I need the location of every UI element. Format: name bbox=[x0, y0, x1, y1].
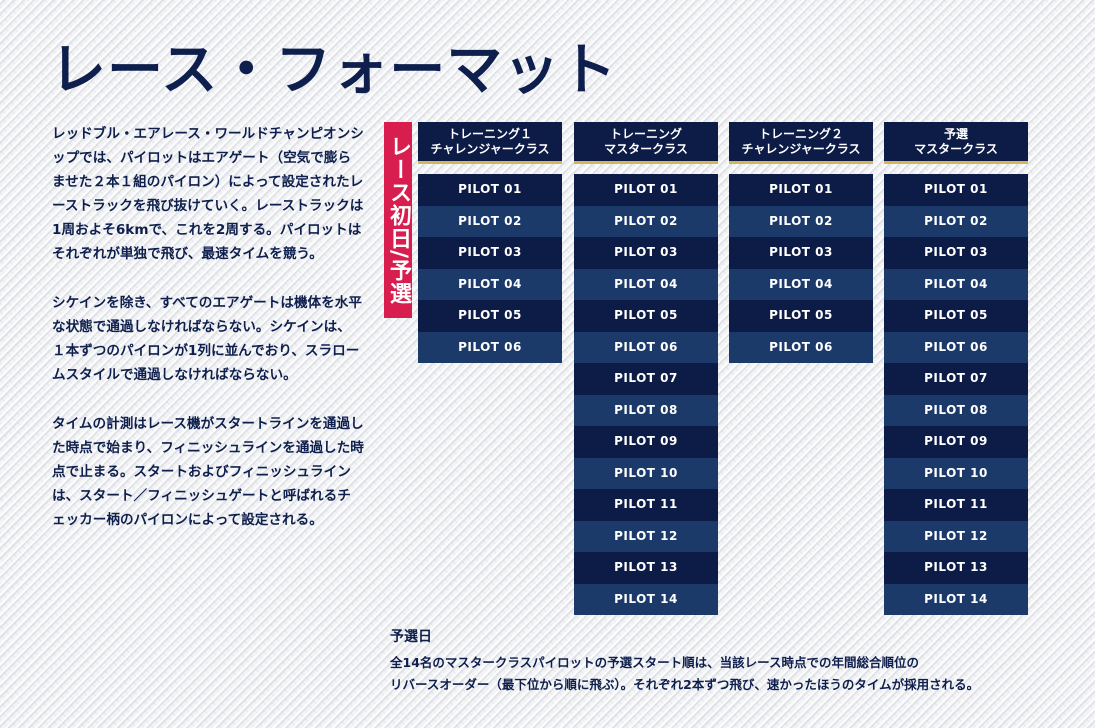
pilot-row: PILOT 06 bbox=[884, 331, 1028, 363]
pilot-row: PILOT 12 bbox=[884, 520, 1028, 552]
paragraph-intro: レッドブル・エアレース・ワールドチャンピオンシップでは、パイロットはエアゲート（… bbox=[52, 126, 364, 262]
qualifying-note-line: 全14名のマスタークラスパイロットの予選スタート順は、当該レース時点での年間総合… bbox=[390, 655, 920, 670]
pilot-row: PILOT 06 bbox=[574, 331, 718, 363]
pilot-row: PILOT 14 bbox=[884, 583, 1028, 615]
pilot-row: PILOT 02 bbox=[729, 205, 873, 237]
pilot-row: PILOT 03 bbox=[574, 237, 718, 269]
pilot-list: PILOT 01 PILOT 02 PILOT 03 PILOT 04 PILOT 05… bbox=[884, 174, 1028, 615]
heat-title-line: チャレンジャークラス bbox=[741, 141, 861, 156]
heat-header: トレーニング１ チャレンジャークラス bbox=[418, 122, 562, 164]
qualifying-note: 予選日 全14名のマスタークラスパイロットの予選スタート順は、当該レース時点での… bbox=[390, 628, 1070, 696]
heat-column: 予選 マスタークラス PILOT 01 PILOT 02 PILOT 03 PILOT 0… bbox=[884, 122, 1028, 615]
pilot-row: PILOT 02 bbox=[884, 205, 1028, 237]
body-text: レッドブル・エアレース・ワールドチャンピオンシップでは、パイロットはエアゲート（… bbox=[52, 122, 364, 557]
pilot-row: PILOT 03 bbox=[418, 237, 562, 269]
heat-header: トレーニング２ チャレンジャークラス bbox=[729, 122, 873, 164]
pilot-row: PILOT 03 bbox=[729, 237, 873, 269]
pilot-row: PILOT 01 bbox=[884, 174, 1028, 206]
pilot-row: PILOT 13 bbox=[884, 552, 1028, 584]
pilot-row: PILOT 09 bbox=[884, 426, 1028, 458]
qualifying-note-line: リバースオーダー（最下位から順に飛ぶ）。それぞれ2本ずつ飛び、速かったほうのタイ… bbox=[390, 677, 980, 692]
pilot-row: PILOT 07 bbox=[884, 363, 1028, 395]
heat-title-line: トレーニング bbox=[609, 126, 682, 141]
pilot-row: PILOT 03 bbox=[884, 237, 1028, 269]
qualifying-note-title: 予選日 bbox=[390, 629, 432, 645]
page-title: レース・フォーマット bbox=[50, 38, 618, 103]
pilot-row: PILOT 09 bbox=[574, 426, 718, 458]
pilot-row: PILOT 11 bbox=[884, 489, 1028, 521]
heat-header: 予選 マスタークラス bbox=[884, 122, 1028, 164]
pilot-row: PILOT 05 bbox=[884, 300, 1028, 332]
pilot-row: PILOT 01 bbox=[418, 174, 562, 206]
pilot-row: PILOT 04 bbox=[729, 268, 873, 300]
heat-column: トレーニング マスタークラス PILOT 01 PILOT 02 PILOT 03 PIL… bbox=[574, 122, 718, 615]
heat-title-line: マスタークラス bbox=[604, 141, 688, 156]
heat-title-line: チャレンジャークラス bbox=[430, 141, 550, 156]
pilot-row: PILOT 08 bbox=[574, 394, 718, 426]
pilot-row: PILOT 04 bbox=[418, 268, 562, 300]
pilot-row: PILOT 08 bbox=[884, 394, 1028, 426]
pilot-row: PILOT 01 bbox=[729, 174, 873, 206]
heat-header: トレーニング マスタークラス bbox=[574, 122, 718, 164]
pilot-row: PILOT 06 bbox=[418, 331, 562, 363]
pilot-row: PILOT 06 bbox=[729, 331, 873, 363]
pilot-row: PILOT 12 bbox=[574, 520, 718, 552]
pilot-row: PILOT 10 bbox=[574, 457, 718, 489]
pilot-row: PILOT 02 bbox=[574, 205, 718, 237]
pilot-row: PILOT 14 bbox=[574, 583, 718, 615]
heat-title-line: 予選 bbox=[943, 126, 968, 141]
pilot-row: PILOT 05 bbox=[729, 300, 873, 332]
heat-column: トレーニング２ チャレンジャークラス PILOT 01 PILOT 02 PILOT 0… bbox=[729, 122, 873, 363]
paragraph-chicane: シケインを除き、すべてのエアゲートは機体を水平な状態で通過しなければならない。シ… bbox=[52, 295, 362, 383]
day-label-tag: レース初日/予選 bbox=[384, 122, 412, 318]
pilot-list: PILOT 01 PILOT 02 PILOT 03 PILOT 04 PILOT 05… bbox=[729, 174, 873, 363]
heat-title-line: マスタークラス bbox=[914, 141, 998, 156]
pilot-row: PILOT 04 bbox=[574, 268, 718, 300]
pilot-row: PILOT 10 bbox=[884, 457, 1028, 489]
pilot-row: PILOT 02 bbox=[418, 205, 562, 237]
pilot-list: PILOT 01 PILOT 02 PILOT 03 PILOT 04 PILOT 05… bbox=[418, 174, 562, 363]
pilot-row: PILOT 11 bbox=[574, 489, 718, 521]
pilot-row: PILOT 07 bbox=[574, 363, 718, 395]
pilot-list: PILOT 01 PILOT 02 PILOT 03 PILOT 04 PILOT 05… bbox=[574, 174, 718, 615]
pilot-row: PILOT 05 bbox=[418, 300, 562, 332]
paragraph-timing: タイムの計測はレース機がスタートラインを通過した時点で始まり、フィニッシュライン… bbox=[52, 416, 364, 528]
heat-title-line: トレーニング１ bbox=[447, 126, 532, 141]
pilot-row: PILOT 13 bbox=[574, 552, 718, 584]
heat-title-line: トレーニング２ bbox=[758, 126, 843, 141]
pilot-row: PILOT 05 bbox=[574, 300, 718, 332]
pilot-row: PILOT 01 bbox=[574, 174, 718, 206]
pilot-row: PILOT 04 bbox=[884, 268, 1028, 300]
heat-column: トレーニング１ チャレンジャークラス PILOT 01 PILOT 02 PILOT 0… bbox=[418, 122, 562, 363]
